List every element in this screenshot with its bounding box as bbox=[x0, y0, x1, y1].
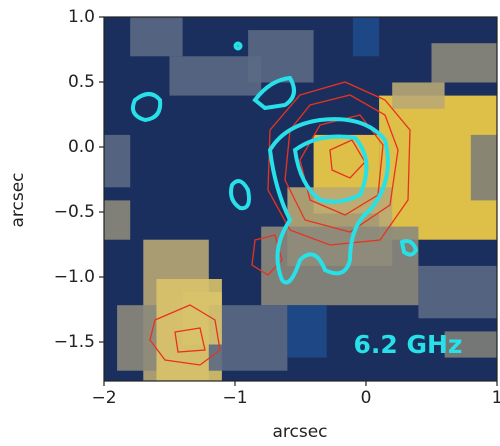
image-pixel-block bbox=[470, 134, 497, 201]
red-contour bbox=[284, 94, 399, 233]
y-tick-label: 0.0 bbox=[68, 137, 95, 157]
image-pixel-block bbox=[248, 30, 314, 83]
image-pixel-block bbox=[261, 226, 419, 306]
red-contour bbox=[251, 234, 283, 276]
image-pixel-block bbox=[104, 134, 131, 188]
cyan-contour bbox=[399, 239, 419, 257]
x-tick-label: 0 bbox=[361, 388, 372, 408]
cyan-contour bbox=[229, 179, 251, 211]
x-tick-label: −2 bbox=[91, 388, 116, 408]
image-pixel-block bbox=[444, 331, 497, 358]
y-axis-label: arcsec bbox=[8, 172, 28, 227]
y-tick-label: 1.0 bbox=[68, 7, 95, 27]
red-contour bbox=[149, 304, 221, 366]
cyan-contour bbox=[252, 75, 296, 111]
cyan-contour bbox=[131, 92, 163, 123]
red-contour bbox=[267, 81, 411, 246]
red-contours bbox=[149, 81, 411, 366]
x-tick-label: −1 bbox=[222, 388, 247, 408]
y-tick-label: −1.5 bbox=[54, 332, 95, 352]
image-pixel-block bbox=[392, 82, 445, 109]
image-pixel-block bbox=[431, 43, 497, 83]
x-axis-label: arcsec bbox=[272, 422, 327, 442]
image-pixel-block bbox=[104, 200, 131, 240]
image-pixel-block bbox=[352, 17, 380, 57]
image-pixel-block bbox=[418, 265, 497, 319]
cyan-contour bbox=[233, 41, 243, 51]
cyan-contour bbox=[292, 134, 369, 204]
y-tick-label: −0.5 bbox=[54, 202, 95, 222]
x-tick-label: 1 bbox=[492, 388, 500, 408]
y-tick-label: −1.0 bbox=[54, 267, 95, 287]
image-pixel-block bbox=[169, 56, 262, 96]
annotation: 6.2 GHz bbox=[354, 330, 463, 359]
axes-frame bbox=[103, 16, 498, 382]
red-contour bbox=[174, 327, 206, 353]
y-tick-label: 0.5 bbox=[68, 72, 95, 92]
cyan-contours bbox=[131, 41, 419, 285]
image-pixel-block bbox=[287, 305, 327, 358]
red-contour bbox=[329, 139, 366, 179]
cyan-contour bbox=[267, 117, 390, 285]
image-pixel-block bbox=[130, 17, 183, 57]
red-contour bbox=[299, 114, 384, 216]
contours bbox=[131, 41, 419, 366]
